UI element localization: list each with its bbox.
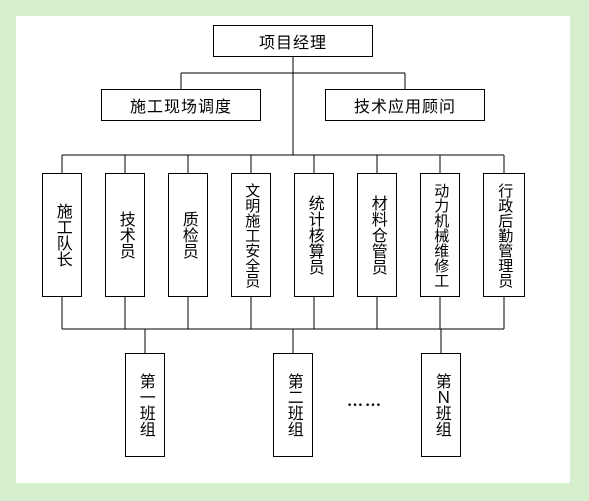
node-label: 第一班组 xyxy=(136,373,154,437)
node-label: 统计核算员 xyxy=(305,195,323,275)
node-dept-4: 文明施工安全员 xyxy=(231,173,271,297)
node-team-n: 第Ｎ班组 xyxy=(421,353,461,457)
node-label: 技术应用顾问 xyxy=(354,93,456,117)
node-root: 项目经理 xyxy=(213,25,373,57)
node-label: 第二班组 xyxy=(284,373,302,437)
node-mid-right: 技术应用顾问 xyxy=(325,89,485,121)
ellipsis-text: …… xyxy=(347,393,383,410)
node-label: 行政后勤管理员 xyxy=(496,183,513,288)
node-dept-3: 质检员 xyxy=(168,173,208,297)
node-label: 文明施工安全员 xyxy=(243,183,260,288)
node-label: 材料仓管员 xyxy=(368,195,386,275)
node-dept-6: 材料仓管员 xyxy=(357,173,397,297)
node-team-2: 第二班组 xyxy=(273,353,313,457)
node-dept-1: 施工队长 xyxy=(42,173,82,297)
node-label: 技术员 xyxy=(116,211,134,259)
node-label: 动力机械维修工 xyxy=(432,183,449,288)
node-mid-left: 施工现场调度 xyxy=(101,89,261,121)
node-dept-2: 技术员 xyxy=(105,173,145,297)
node-dept-8: 行政后勤管理员 xyxy=(483,173,525,297)
node-label: 项目经理 xyxy=(259,29,327,53)
node-dept-5: 统计核算员 xyxy=(294,173,334,297)
org-chart-canvas: 项目经理 施工现场调度 技术应用顾问 施工队长 技术员 质检员 文明施工安全员 … xyxy=(15,15,571,484)
node-label: 施工现场调度 xyxy=(130,93,232,117)
node-team-1: 第一班组 xyxy=(125,353,165,457)
ellipsis: …… xyxy=(347,393,383,411)
node-label: 施工队长 xyxy=(53,203,71,267)
node-label: 质检员 xyxy=(179,211,197,259)
node-label: 第Ｎ班组 xyxy=(432,373,450,437)
node-dept-7: 动力机械维修工 xyxy=(420,173,460,297)
